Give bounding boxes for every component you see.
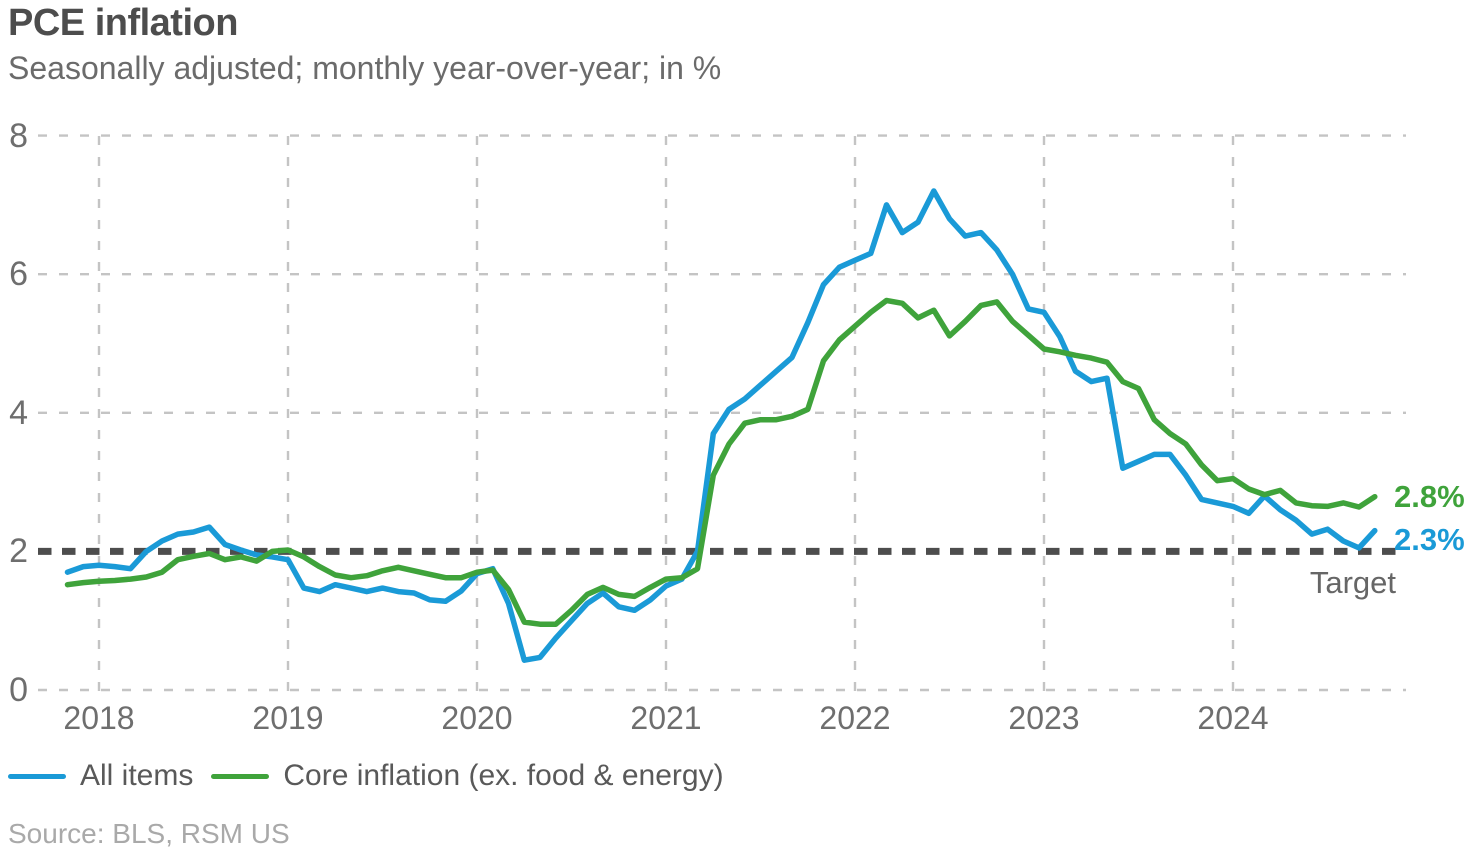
x-axis-year-label: 2019 [252,700,324,736]
x-axis-year-label: 2021 [630,700,702,736]
x-axis-year-label: 2024 [1197,700,1269,736]
legend: All items Core inflation (ex. food & ene… [8,755,724,797]
x-axis-year-label: 2023 [1008,700,1080,736]
all-items-line [64,188,1378,663]
y-axis-tick-label: 4 [9,393,28,432]
legend-label-core-inflation: Core inflation (ex. food & energy) [283,759,724,792]
all-items-line-swatch [8,773,66,779]
core-inflation-line-swatch [211,773,270,779]
source-note: Source: BLS, RSM US [8,818,290,849]
legend-item-all-items: All items [8,759,193,793]
chart-title: PCE inflation [8,2,238,44]
target-label: Target [1309,565,1396,600]
x-axis-year-label: 2022 [819,700,891,736]
chart-svg [38,134,1406,699]
chart-subtitle: Seasonally adjusted; monthly year-over-y… [8,50,722,86]
end-label-core-inflation: 2.8% [1394,479,1465,514]
y-axis-tick-label: 0 [9,671,28,709]
legend-label-all-items: All items [80,759,194,792]
y-axis-tick-label: 6 [9,255,28,294]
y-axis-tick-label: 2 [9,532,28,571]
x-axis-year-label: 2018 [63,700,135,736]
y-axis-tick-label: 8 [9,116,28,155]
core-inflation-ex-food-energy-line [64,297,1378,627]
legend-item-core-inflation: Core inflation (ex. food & energy) [211,759,724,793]
end-label-all-items: 2.3% [1394,522,1465,557]
x-axis-year-label: 2020 [441,700,513,736]
